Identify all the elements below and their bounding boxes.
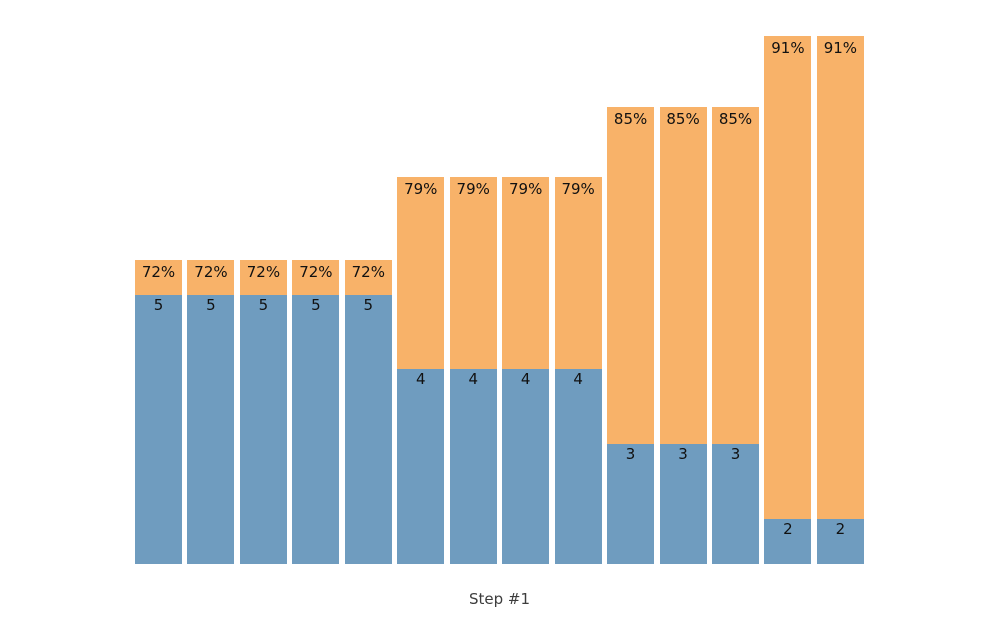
bar-percent-label: 79% (456, 180, 490, 198)
bar-percent-label: 79% (509, 180, 543, 198)
bar-top-segment: 72% (292, 260, 340, 295)
bar-percent-label: 91% (823, 39, 858, 57)
bar: 85% 3 (659, 107, 707, 564)
bar-bottom-segment: 2 (764, 519, 812, 564)
bar: 72% 5 (344, 260, 392, 564)
bar-bottom-segment: 4 (554, 369, 602, 564)
bar-bottom-segment: 3 (711, 444, 759, 564)
plot-area: 72% 5 72% 5 72% 5 72% 5 72% 5 79% 4 79% 4 79% 4 79% 4 85% 3… (135, 0, 864, 564)
bar-value-label: 3 (678, 445, 688, 463)
bar-percent-label: 72% (351, 263, 385, 281)
bar-bottom-segment: 4 (502, 369, 550, 564)
bar-bottom-segment: 2 (816, 519, 864, 564)
bar-percent-label: 85% (613, 110, 648, 128)
bar-value-label: 5 (258, 296, 269, 314)
bar-top-segment: 85% (659, 107, 707, 444)
bar-percent-label: 72% (194, 263, 228, 281)
bar: 72% 5 (239, 260, 287, 564)
bar-bottom-segment: 5 (135, 295, 182, 564)
bar-top-segment: 72% (135, 260, 182, 295)
bar-percent-label: 72% (141, 263, 176, 281)
bar-value-label: 5 (153, 296, 164, 314)
bar-top-segment: 91% (816, 36, 864, 519)
bar-value-label: 5 (206, 296, 216, 314)
bar-top-segment: 79% (554, 177, 602, 369)
bar-value-label: 4 (468, 370, 478, 388)
bar-bottom-segment: 4 (397, 369, 445, 564)
bar-bottom-segment: 4 (449, 369, 497, 564)
bar-top-segment: 85% (711, 107, 759, 444)
bar-top-segment: 91% (764, 36, 812, 519)
bar-value-label: 4 (520, 370, 531, 388)
bar-percent-label: 72% (299, 263, 333, 281)
bar-top-segment: 72% (239, 260, 287, 295)
bar: 72% 5 (135, 260, 182, 564)
bar-percent-label: 85% (718, 110, 753, 128)
bar-value-label: 3 (625, 445, 636, 463)
bar-bottom-segment: 5 (344, 295, 392, 564)
bar-value-label: 4 (573, 370, 583, 388)
bar: 79% 4 (449, 177, 497, 564)
bar-bottom-segment: 3 (607, 444, 655, 564)
bar-top-segment: 79% (502, 177, 550, 369)
bar-bottom-segment: 5 (187, 295, 235, 564)
bar-top-segment: 72% (187, 260, 235, 295)
bar: 85% 3 (711, 107, 759, 564)
bar-value-label: 3 (730, 445, 741, 463)
bar-percent-label: 85% (666, 110, 700, 128)
bar-percent-label: 72% (246, 263, 281, 281)
bar-top-segment: 79% (397, 177, 445, 369)
bar: 72% 5 (187, 260, 235, 564)
bar-percent-label: 79% (404, 180, 438, 198)
bar-top-segment: 79% (449, 177, 497, 369)
bar-value-label: 5 (363, 296, 374, 314)
bar-bottom-segment: 5 (292, 295, 340, 564)
bar-top-segment: 85% (607, 107, 655, 444)
bar: 91% 2 (816, 36, 864, 564)
bar-value-label: 4 (415, 370, 426, 388)
bar-value-label: 5 (311, 296, 321, 314)
bar-percent-label: 91% (771, 39, 805, 57)
bar: 79% 4 (502, 177, 550, 564)
bar: 91% 2 (764, 36, 812, 564)
bar: 85% 3 (607, 107, 655, 564)
bar-percent-label: 79% (561, 180, 595, 198)
bar-value-label: 2 (783, 520, 793, 538)
x-axis-label: Step #1 (468, 590, 531, 608)
bar-bottom-segment: 5 (239, 295, 287, 564)
bar: 72% 5 (292, 260, 340, 564)
bar-bottom-segment: 3 (659, 444, 707, 564)
bar: 79% 4 (397, 177, 445, 564)
bar-top-segment: 72% (344, 260, 392, 295)
bar: 79% 4 (554, 177, 602, 564)
bar-value-label: 2 (835, 520, 846, 538)
